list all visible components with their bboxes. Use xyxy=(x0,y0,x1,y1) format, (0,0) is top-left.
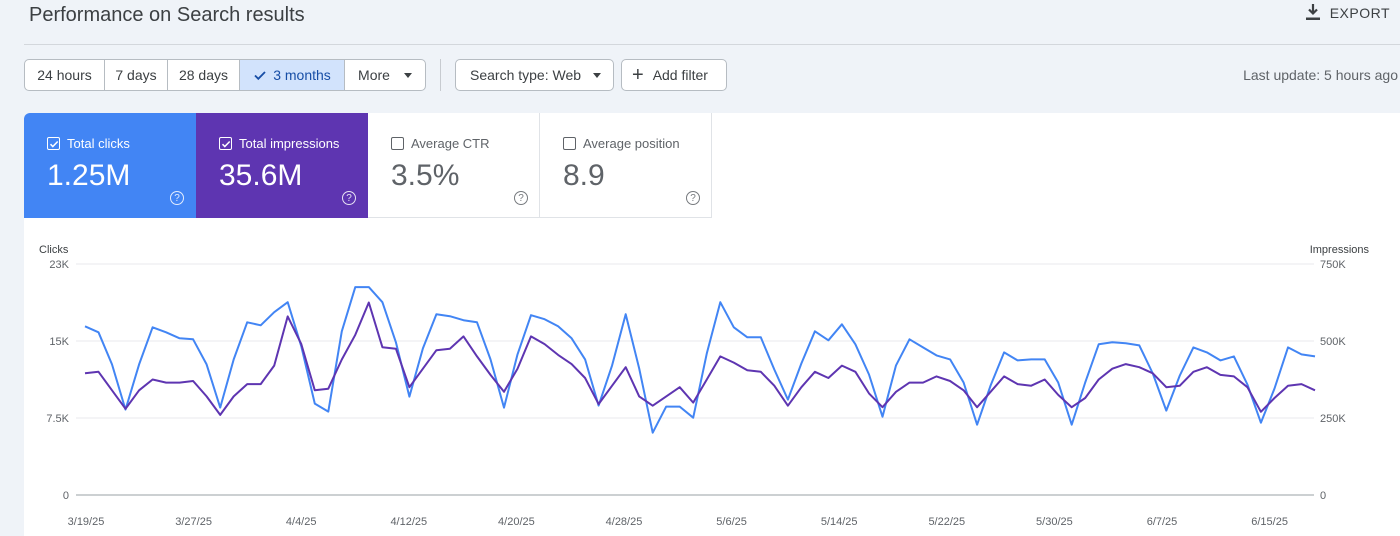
x-tick-label: 6/15/25 xyxy=(1251,516,1288,528)
y2-tick-label: 0 xyxy=(1320,490,1326,502)
help-icon[interactable]: ? xyxy=(686,191,700,205)
help-icon[interactable]: ? xyxy=(342,191,356,205)
metric-card-total-clicks[interactable]: Total clicks 1.25M ? xyxy=(24,113,196,218)
y2-tick-label: 750K xyxy=(1320,259,1346,271)
metric-label: Total clicks xyxy=(67,136,130,151)
x-tick-label: 3/27/25 xyxy=(175,516,212,528)
range-label: 28 days xyxy=(178,67,229,83)
range-more-button[interactable]: More xyxy=(345,60,425,90)
metric-card-total-impressions[interactable]: Total impressions 35.6M ? xyxy=(196,113,368,218)
range-label: More xyxy=(358,67,390,83)
date-range-selector: 24 hours 7 days 28 days 3 months More xyxy=(24,59,426,91)
range-7-days-button[interactable]: 7 days xyxy=(105,60,168,90)
performance-panel: Total clicks 1.25M ? Total impressions 3… xyxy=(24,113,1400,536)
series-lines xyxy=(84,286,1316,434)
metric-card-average-position[interactable]: Average position 8.9 ? xyxy=(540,113,712,218)
x-tick-label: 6/7/25 xyxy=(1147,516,1178,528)
checkbox-checked-icon[interactable] xyxy=(47,137,60,150)
last-update-text: Last update: 5 hours ago xyxy=(1243,67,1398,83)
range-label: 24 hours xyxy=(37,67,92,83)
x-tick-label: 4/20/25 xyxy=(498,516,535,528)
y2-tick-label: 500K xyxy=(1320,336,1346,348)
page-title: Performance on Search results xyxy=(29,4,305,26)
range-3-months-button[interactable]: 3 months xyxy=(240,60,345,90)
range-label: 3 months xyxy=(273,67,331,83)
checkbox-checked-icon[interactable] xyxy=(219,137,232,150)
y-tick-label: 7.5K xyxy=(46,413,69,425)
plus-icon: + xyxy=(632,64,644,86)
filter-divider xyxy=(440,59,441,91)
metric-value: 35.6M xyxy=(219,159,303,192)
x-tick-label: 5/14/25 xyxy=(821,516,858,528)
x-axis-ticks: 3/19/25 3/27/25 4/4/25 4/12/25 4/20/25 4/28/2… xyxy=(68,516,1288,528)
metric-label: Average CTR xyxy=(411,136,490,151)
y2-tick-label: 250K xyxy=(1320,413,1346,425)
add-filter-label: Add filter xyxy=(652,67,708,83)
header-divider xyxy=(24,44,1400,45)
y-tick-label: 15K xyxy=(49,336,69,348)
metric-value: 3.5% xyxy=(391,159,460,192)
range-label: 7 days xyxy=(115,67,157,83)
x-tick-label: 5/30/25 xyxy=(1036,516,1073,528)
left-axis-ticks: 0 7.5K 15K 23K xyxy=(46,259,69,502)
y-tick-label: 23K xyxy=(49,259,69,271)
y-tick-label: 0 xyxy=(63,490,69,502)
left-axis-title: Clicks xyxy=(39,244,69,256)
check-icon xyxy=(254,71,266,81)
chart-svg: Clicks Impressions 0 7.5K 15K 23K 0 250K 500K… xyxy=(39,244,1370,528)
x-tick-label: 4/4/25 xyxy=(286,516,317,528)
range-24-hours-button[interactable]: 24 hours xyxy=(25,60,105,90)
help-icon[interactable]: ? xyxy=(170,191,184,205)
search-type-dropdown[interactable]: Search type: Web xyxy=(455,59,614,91)
series-line-impressions xyxy=(84,301,1316,416)
checkbox-unchecked-icon[interactable] xyxy=(391,137,404,150)
download-icon xyxy=(1305,4,1320,20)
series-line-clicks xyxy=(84,286,1316,434)
help-icon[interactable]: ? xyxy=(514,191,528,205)
metric-value: 1.25M xyxy=(47,159,131,192)
x-tick-label: 5/22/25 xyxy=(928,516,965,528)
gridlines xyxy=(76,263,1314,496)
metric-label: Total impressions xyxy=(239,136,340,151)
metric-card-average-ctr[interactable]: Average CTR 3.5% ? xyxy=(368,113,540,218)
performance-chart: Clicks Impressions 0 7.5K 15K 23K 0 250K 500K… xyxy=(24,218,1400,536)
x-tick-label: 4/12/25 xyxy=(390,516,427,528)
right-axis-title: Impressions xyxy=(1310,244,1370,256)
metric-label: Average position xyxy=(583,136,680,151)
export-button[interactable]: EXPORT xyxy=(1305,4,1390,21)
search-type-label: Search type: Web xyxy=(470,67,582,83)
caret-down-icon xyxy=(593,72,602,78)
x-tick-label: 5/6/25 xyxy=(716,516,747,528)
metric-value: 8.9 xyxy=(563,159,605,192)
add-filter-button[interactable]: + Add filter xyxy=(621,59,727,91)
x-tick-label: 4/28/25 xyxy=(606,516,643,528)
right-axis-ticks: 0 250K 500K 750K xyxy=(1320,259,1346,502)
caret-down-icon xyxy=(403,72,412,78)
checkbox-unchecked-icon[interactable] xyxy=(563,137,576,150)
export-label: EXPORT xyxy=(1329,4,1390,21)
x-tick-label: 3/19/25 xyxy=(68,516,105,528)
range-28-days-button[interactable]: 28 days xyxy=(168,60,240,90)
